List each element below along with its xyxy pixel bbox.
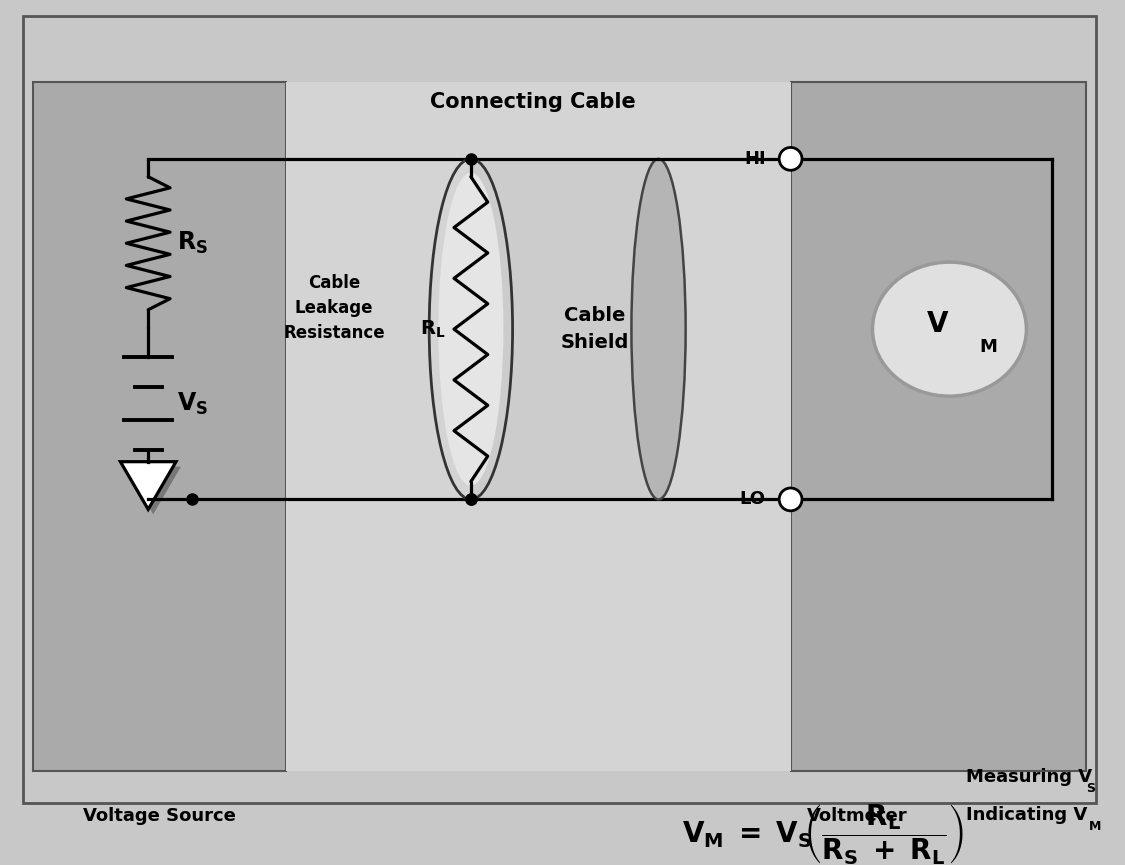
Text: $\mathbf{R_S}$: $\mathbf{R_S}$: [177, 230, 208, 256]
Text: Cable
Leakage
Resistance: Cable Leakage Resistance: [284, 274, 385, 342]
Text: LO: LO: [740, 490, 766, 509]
Text: Measuring V: Measuring V: [966, 768, 1092, 786]
Bar: [286, 82, 791, 772]
Ellipse shape: [631, 159, 685, 499]
Text: $\mathbf{R_L}$: $\mathbf{R_L}$: [420, 318, 446, 340]
Text: HI: HI: [744, 150, 766, 168]
Text: $\mathbf{V_S}$: $\mathbf{V_S}$: [177, 391, 208, 417]
Text: Cable
Shield: Cable Shield: [560, 306, 629, 352]
Ellipse shape: [873, 262, 1026, 396]
Polygon shape: [125, 466, 181, 515]
Bar: [471, 159, 658, 499]
Ellipse shape: [780, 488, 802, 511]
Bar: [33, 82, 286, 772]
Ellipse shape: [780, 147, 802, 170]
Polygon shape: [120, 462, 176, 509]
Text: $\mathbf{M}$: $\mathbf{M}$: [979, 338, 998, 356]
Text: Indicating V: Indicating V: [966, 806, 1088, 824]
Text: Connecting Cable: Connecting Cable: [430, 93, 636, 112]
Ellipse shape: [439, 172, 503, 486]
Text: M: M: [1089, 819, 1101, 833]
Text: $\mathbf{V}$: $\mathbf{V}$: [926, 311, 950, 338]
Text: Voltage Source: Voltage Source: [82, 807, 235, 825]
Text: $\mathbf{V_M \ = \ V_S\!\!\left(\dfrac{R_L}{R_S \ + \ R_L}\right)}$: $\mathbf{V_M \ = \ V_S\!\!\left(\dfrac{R…: [683, 803, 964, 865]
Text: S: S: [1087, 782, 1096, 795]
Text: Voltmeter: Voltmeter: [807, 807, 908, 825]
Bar: [791, 82, 1087, 772]
